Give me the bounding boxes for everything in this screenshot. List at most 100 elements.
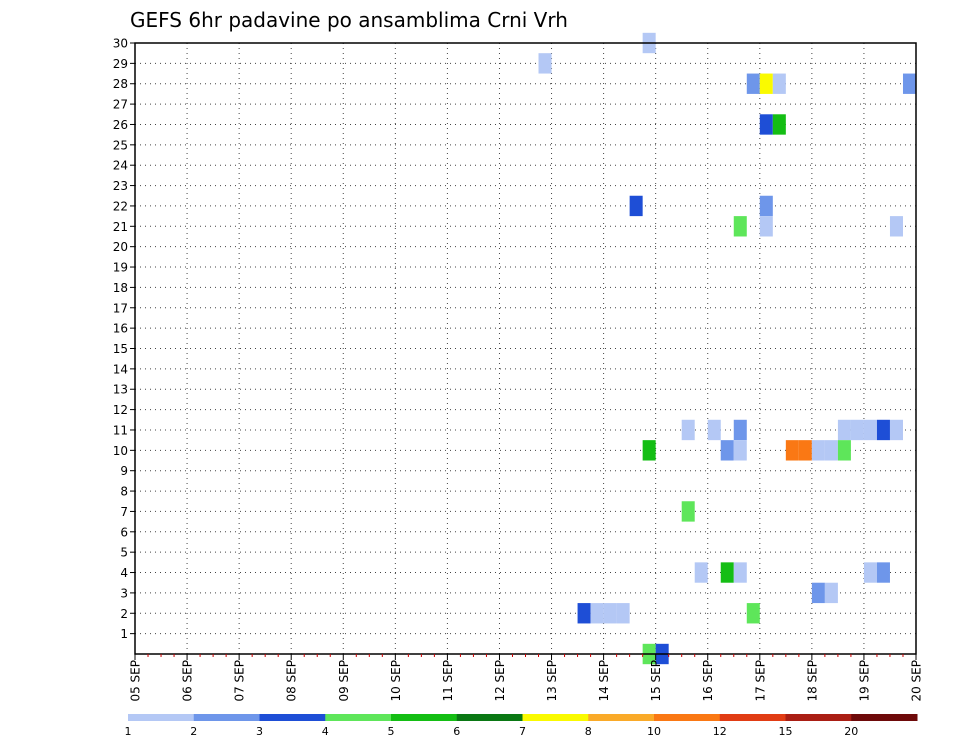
y-tick-label: 9: [120, 464, 128, 478]
precip-cell: [642, 440, 656, 461]
x-tick-label: 09 SEP: [337, 660, 351, 702]
x-tick-label: 12 SEP: [493, 660, 507, 702]
y-tick-label: 24: [113, 159, 128, 173]
precipitation-cells: [538, 32, 916, 665]
colorbar-label: 10: [647, 725, 661, 738]
x-tick-label: 19 SEP: [857, 660, 871, 702]
colorbar-label: 5: [388, 725, 395, 738]
precip-cell: [746, 73, 760, 94]
precip-cell: [772, 114, 786, 135]
y-tick-label: 30: [113, 37, 128, 51]
precip-cell: [837, 440, 851, 461]
precip-cell: [746, 603, 760, 624]
precip-cell: [616, 603, 630, 624]
y-tick-label: 26: [113, 118, 128, 132]
y-tick-label: 17: [113, 301, 128, 315]
colorbar: 1 2 3 4 5 6 7 8 10 12 15 20: [125, 714, 918, 738]
y-tick-label: 28: [113, 77, 128, 91]
precip-cell: [759, 73, 773, 94]
y-tick-label: 3: [120, 586, 128, 600]
y-tick-label: 29: [113, 57, 128, 71]
precip-cell: [889, 216, 903, 237]
y-tick-label: 4: [120, 566, 128, 580]
precip-cell: [824, 582, 838, 604]
precip-cell: [603, 603, 617, 624]
colorbar-label: 2: [190, 725, 197, 738]
y-tick-label: 25: [113, 138, 128, 152]
precip-cell: [629, 195, 643, 217]
colorbar-label: 20: [844, 725, 858, 738]
x-tick-label: 07 SEP: [233, 660, 247, 702]
colorbar-segment: [522, 714, 589, 721]
x-tick-label: 17 SEP: [753, 660, 767, 702]
precip-cell: [720, 440, 734, 461]
y-tick-label: 20: [113, 240, 128, 254]
colorbar-segment: [785, 714, 852, 721]
x-tick-label: 15 SEP: [649, 660, 663, 702]
precip-cell: [811, 440, 825, 461]
precip-cell: [811, 582, 825, 604]
colorbar-label: 7: [519, 725, 526, 738]
precip-cell: [681, 501, 695, 522]
colorbar-label: 1: [125, 725, 132, 738]
x-tick-label: 16 SEP: [701, 660, 715, 702]
colorbar-segment: [456, 714, 523, 721]
colorbar-segment: [259, 714, 326, 721]
y-tick-label: 6: [120, 525, 128, 539]
y-tick-label: 14: [113, 362, 128, 376]
x-tick-label: 18 SEP: [805, 660, 819, 702]
colorbar-segment: [654, 714, 721, 721]
precip-cell: [889, 419, 903, 441]
x-tick-label: 06 SEP: [181, 660, 195, 702]
colorbar-label: 15: [779, 725, 793, 738]
y-tick-label: 23: [113, 179, 128, 193]
y-tick-label: 10: [113, 444, 128, 458]
y-tick-label: 21: [113, 220, 128, 234]
colorbar-label: 6: [453, 725, 460, 738]
x-tick-label: 13 SEP: [545, 660, 559, 702]
precip-cell: [759, 216, 773, 237]
precip-cell: [590, 603, 604, 624]
colorbar-segment: [851, 714, 918, 721]
precip-cell: [837, 419, 851, 441]
x-tick-label: 20 SEP: [910, 660, 924, 702]
colorbar-segment: [719, 714, 786, 721]
precip-cell: [876, 562, 890, 583]
y-tick-label: 22: [113, 199, 128, 213]
y-tick-label: 12: [113, 403, 128, 417]
y-tick-label: 7: [120, 505, 128, 519]
precip-cell: [850, 419, 864, 441]
precip-cell: [863, 562, 877, 583]
precip-cell: [733, 419, 747, 441]
y-tick-label: 13: [113, 383, 128, 397]
x-tick-label: 14 SEP: [597, 660, 611, 702]
colorbar-label: 4: [322, 725, 329, 738]
precip-cell: [733, 216, 747, 237]
precip-cell: [772, 73, 786, 94]
y-tick-label: 11: [113, 423, 128, 437]
precip-cell: [824, 440, 838, 461]
x-tick-label: 11 SEP: [441, 660, 455, 702]
precip-cell: [876, 419, 890, 441]
precip-cell: [707, 419, 721, 441]
x-tick-label: 10 SEP: [389, 660, 403, 702]
precip-cell: [759, 114, 773, 135]
precip-cell: [681, 419, 695, 441]
colorbar-label: 3: [256, 725, 263, 738]
y-tick-label: 19: [113, 261, 128, 275]
y-tick-label: 2: [120, 607, 128, 621]
colorbar-label: 12: [713, 725, 727, 738]
y-axis: 1234567891011121314151617181920212223242…: [113, 37, 135, 641]
y-tick-label: 8: [120, 485, 128, 499]
x-tick-label: 05 SEP: [129, 660, 143, 702]
precip-cell: [863, 419, 877, 441]
x-tick-label: 08 SEP: [285, 660, 299, 702]
colorbar-segment: [588, 714, 655, 721]
precip-cell: [733, 562, 747, 583]
colorbar-label: 8: [585, 725, 592, 738]
colorbar-segment: [128, 714, 195, 721]
y-tick-label: 16: [113, 322, 128, 336]
precip-cell: [577, 603, 591, 624]
y-tick-label: 18: [113, 281, 128, 295]
